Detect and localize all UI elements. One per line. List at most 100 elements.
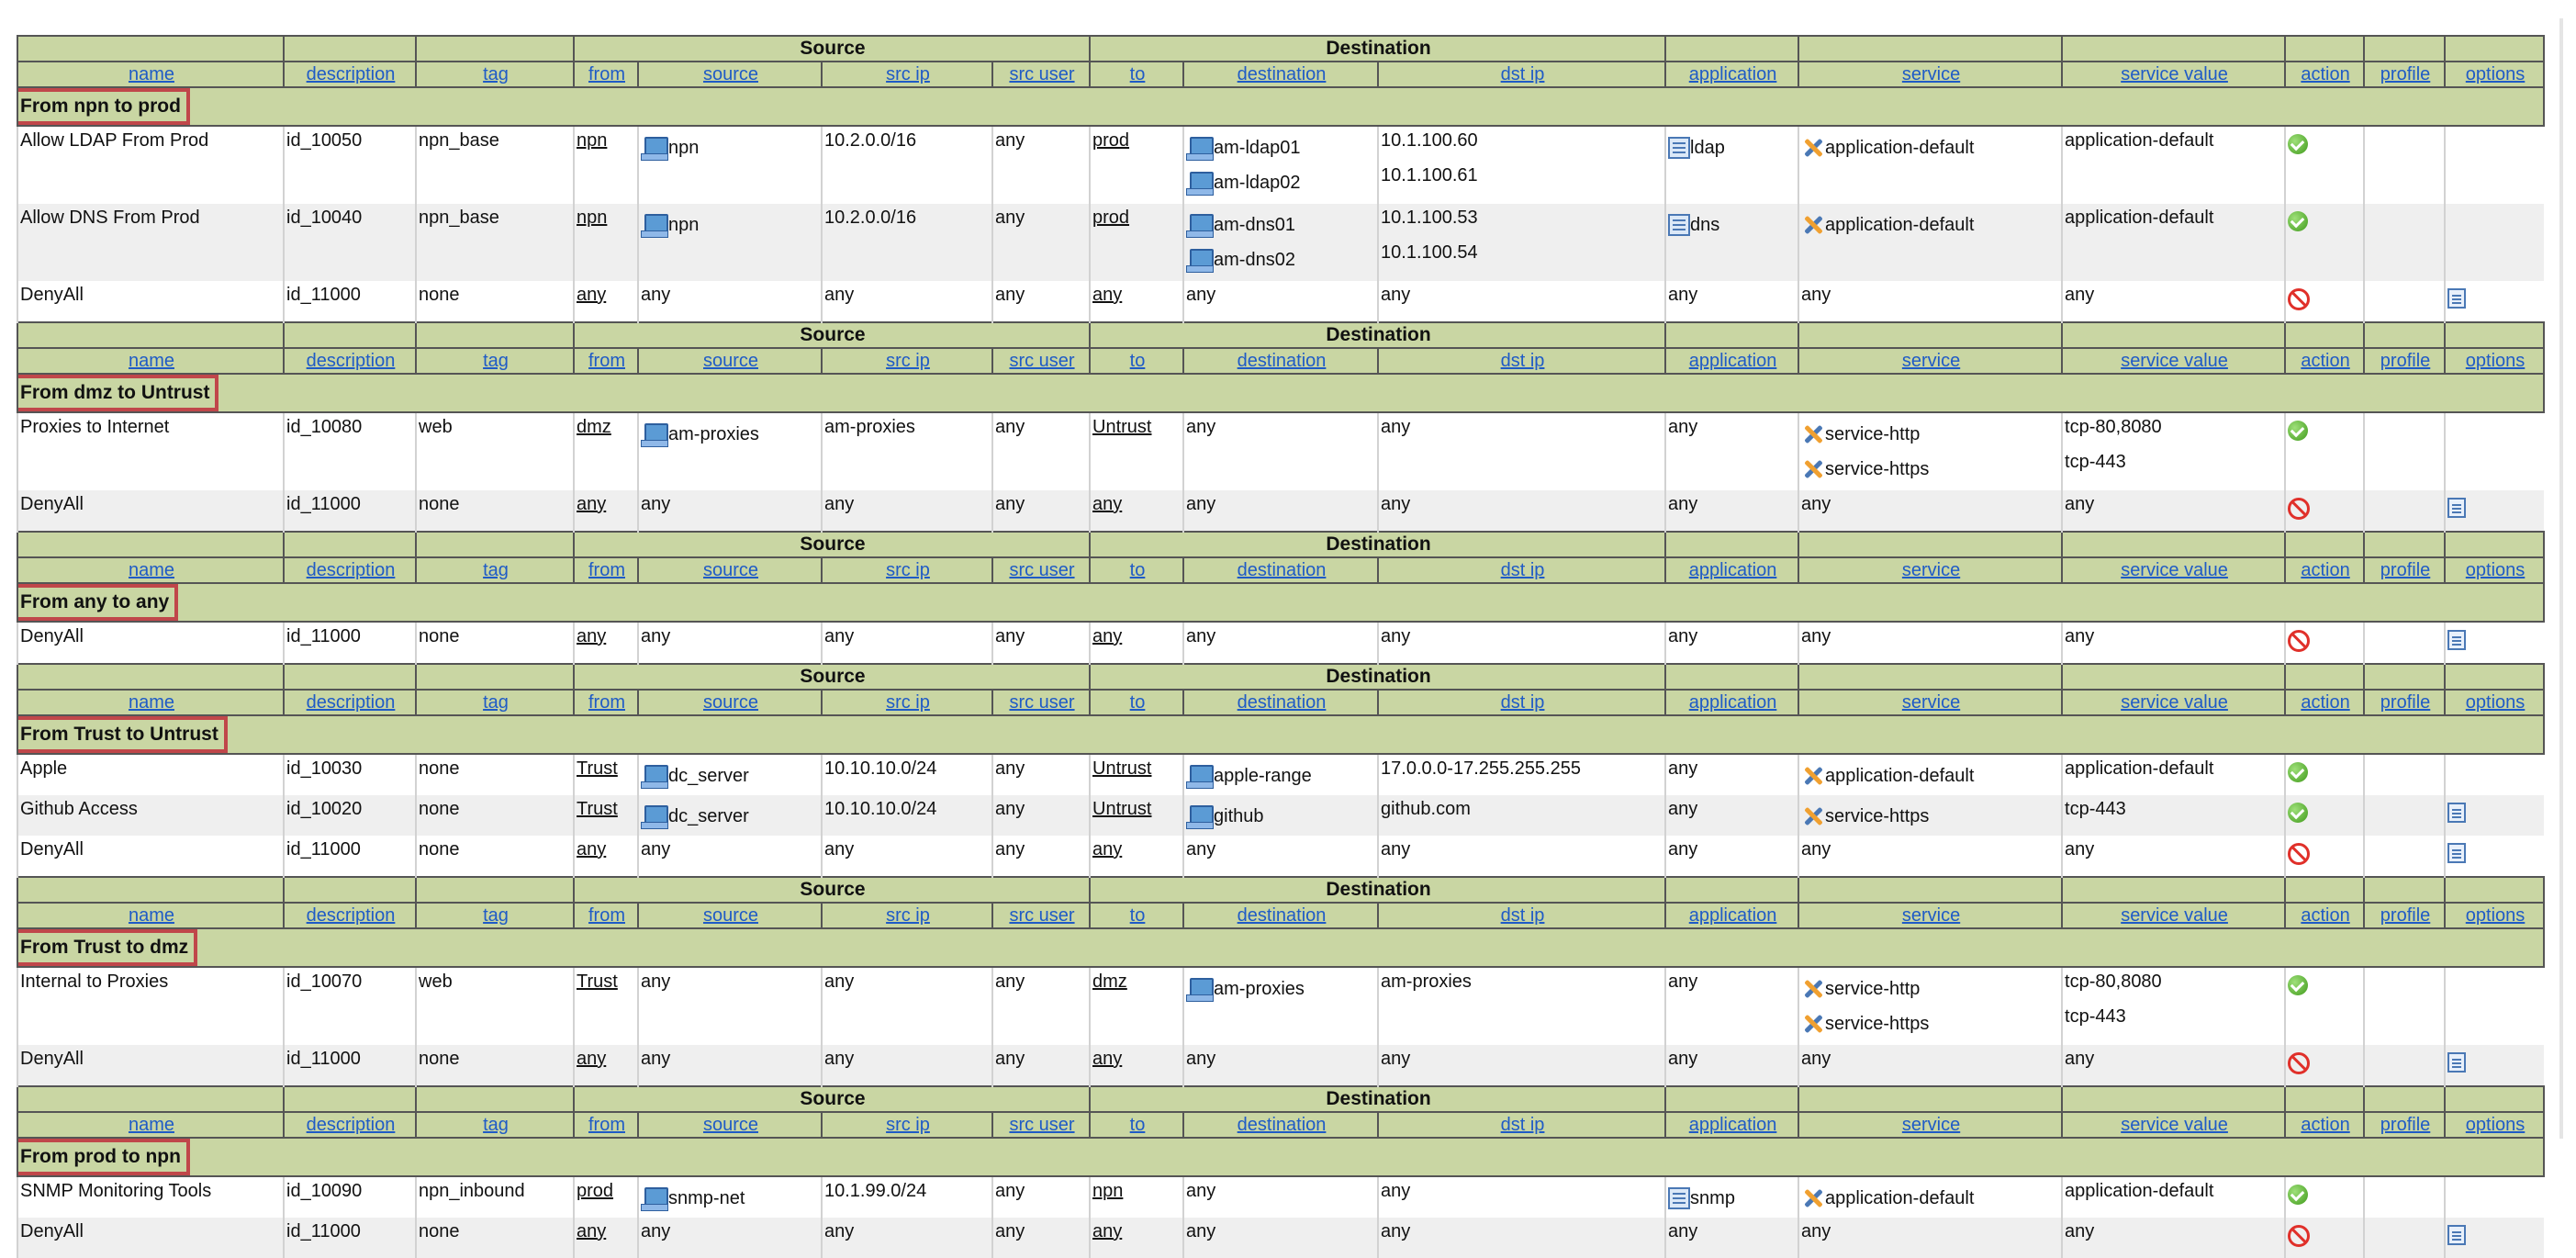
- sort-link-name[interactable]: name: [128, 63, 175, 84]
- rule-name[interactable]: Internal to Proxies: [17, 967, 284, 1045]
- sort-link-application[interactable]: application: [1688, 691, 1777, 713]
- sort-link-src-ip[interactable]: src ip: [886, 559, 930, 580]
- sort-link-options[interactable]: options: [2465, 559, 2526, 580]
- sort-link-from[interactable]: from: [588, 63, 625, 84]
- rule-options[interactable]: [2444, 795, 2545, 836]
- sort-link-dst-ip[interactable]: dst ip: [1500, 1114, 1545, 1135]
- rule-options[interactable]: [2444, 490, 2545, 532]
- sort-link-tag[interactable]: tag: [483, 1114, 509, 1135]
- sort-link-dst-ip[interactable]: dst ip: [1500, 63, 1545, 84]
- rule-to-zone[interactable]: any: [1089, 1045, 1184, 1086]
- rule-row[interactable]: DenyAll id_11000 none any any any any any any any…: [17, 1218, 2545, 1258]
- rule-name[interactable]: DenyAll: [17, 1045, 284, 1086]
- sort-link-src-ip[interactable]: src ip: [886, 1114, 930, 1135]
- to-zone-link[interactable]: npn: [1092, 1181, 1124, 1201]
- sort-link-from[interactable]: from: [588, 904, 625, 926]
- sort-link-src-user[interactable]: src user: [1009, 350, 1075, 371]
- sort-link-application[interactable]: application: [1688, 559, 1777, 580]
- from-zone-link[interactable]: any: [577, 494, 607, 514]
- from-zone-link[interactable]: Trust: [577, 799, 618, 819]
- from-zone-link[interactable]: any: [577, 839, 607, 859]
- rule-row[interactable]: DenyAll id_11000 none any any any any any any any…: [17, 836, 2545, 877]
- rule-options[interactable]: [2444, 1176, 2545, 1218]
- rule-from-zone[interactable]: npn: [573, 126, 638, 204]
- rule-to-zone[interactable]: any: [1089, 622, 1184, 664]
- sort-link-profile[interactable]: profile: [2380, 1114, 2431, 1135]
- sort-link-profile[interactable]: profile: [2380, 350, 2431, 371]
- options-document-icon[interactable]: [2447, 498, 2467, 518]
- sort-link-src-ip[interactable]: src ip: [886, 63, 930, 84]
- sort-link-name[interactable]: name: [128, 904, 175, 926]
- sort-link-from[interactable]: from: [588, 559, 625, 580]
- sort-link-name[interactable]: name: [128, 691, 175, 713]
- options-document-icon[interactable]: [2447, 630, 2467, 650]
- sort-link-src-user[interactable]: src user: [1009, 559, 1075, 580]
- rule-from-zone[interactable]: Trust: [573, 754, 638, 795]
- sort-link-from[interactable]: from: [588, 691, 625, 713]
- to-zone-link[interactable]: dmz: [1092, 972, 1127, 992]
- rule-to-zone[interactable]: npn: [1089, 1176, 1184, 1218]
- sort-link-action[interactable]: action: [2301, 559, 2350, 580]
- rule-row[interactable]: DenyAll id_11000 none any any any any any any any…: [17, 1045, 2545, 1086]
- rule-row[interactable]: DenyAll id_11000 none any any any any any any any…: [17, 622, 2545, 664]
- rule-to-zone[interactable]: prod: [1089, 204, 1184, 281]
- sort-link-service[interactable]: service: [1901, 559, 1961, 580]
- to-zone-link[interactable]: any: [1092, 839, 1123, 859]
- sort-link-profile[interactable]: profile: [2380, 691, 2431, 713]
- rule-from-zone[interactable]: Trust: [573, 795, 638, 836]
- to-zone-link[interactable]: any: [1092, 626, 1123, 646]
- rule-name[interactable]: Allow DNS From Prod: [17, 204, 284, 281]
- rule-name[interactable]: DenyAll: [17, 622, 284, 664]
- to-zone-link[interactable]: any: [1092, 1049, 1123, 1069]
- sort-link-source[interactable]: source: [702, 63, 759, 84]
- rule-from-zone[interactable]: any: [573, 622, 638, 664]
- rule-row[interactable]: Allow LDAP From Prod id_10050 npn_base npn n…: [17, 126, 2545, 204]
- options-document-icon[interactable]: [2447, 288, 2467, 309]
- from-zone-link[interactable]: any: [577, 285, 607, 305]
- rule-name[interactable]: DenyAll: [17, 1218, 284, 1258]
- sort-link-to[interactable]: to: [1129, 691, 1146, 713]
- sort-link-description[interactable]: description: [306, 559, 396, 580]
- sort-link-service[interactable]: service: [1901, 691, 1961, 713]
- sort-link-src-ip[interactable]: src ip: [886, 904, 930, 926]
- sort-link-source[interactable]: source: [702, 1114, 759, 1135]
- sort-link-service[interactable]: service: [1901, 350, 1961, 371]
- sort-link-profile[interactable]: profile: [2380, 904, 2431, 926]
- sort-link-options[interactable]: options: [2465, 350, 2526, 371]
- to-zone-link[interactable]: any: [1092, 494, 1123, 514]
- options-document-icon[interactable]: [2447, 803, 2467, 823]
- from-zone-link[interactable]: npn: [577, 208, 608, 228]
- to-zone-link[interactable]: any: [1092, 1221, 1123, 1241]
- sort-link-src-ip[interactable]: src ip: [886, 350, 930, 371]
- rule-from-zone[interactable]: Trust: [573, 967, 638, 1045]
- sort-link-source[interactable]: source: [702, 350, 759, 371]
- sort-link-name[interactable]: name: [128, 350, 175, 371]
- rule-row[interactable]: Allow DNS From Prod id_10040 npn_base npn np…: [17, 204, 2545, 281]
- sort-link-action[interactable]: action: [2301, 350, 2350, 371]
- sort-link-tag[interactable]: tag: [483, 559, 509, 580]
- sort-link-source[interactable]: source: [702, 559, 759, 580]
- rule-options[interactable]: [2444, 1218, 2545, 1258]
- rule-from-zone[interactable]: any: [573, 836, 638, 877]
- sort-link-service-value[interactable]: service value: [2121, 63, 2228, 84]
- rule-to-zone[interactable]: any: [1089, 836, 1184, 877]
- sort-link-options[interactable]: options: [2465, 63, 2526, 84]
- from-zone-link[interactable]: any: [577, 626, 607, 646]
- sort-link-from[interactable]: from: [588, 1114, 625, 1135]
- sort-link-destination[interactable]: destination: [1237, 691, 1327, 713]
- to-zone-link[interactable]: prod: [1092, 130, 1130, 151]
- rule-from-zone[interactable]: npn: [573, 204, 638, 281]
- from-zone-link[interactable]: any: [577, 1221, 607, 1241]
- rule-from-zone[interactable]: any: [573, 490, 638, 532]
- sort-link-application[interactable]: application: [1688, 63, 1777, 84]
- sort-link-action[interactable]: action: [2301, 904, 2350, 926]
- options-document-icon[interactable]: [2447, 843, 2467, 863]
- rule-options[interactable]: [2444, 622, 2545, 664]
- rule-to-zone[interactable]: any: [1089, 490, 1184, 532]
- rule-options[interactable]: [2444, 1045, 2545, 1086]
- sort-link-to[interactable]: to: [1129, 63, 1146, 84]
- rule-to-zone[interactable]: Untrust: [1089, 754, 1184, 795]
- from-zone-link[interactable]: Trust: [577, 972, 618, 992]
- options-document-icon[interactable]: [2447, 1052, 2467, 1073]
- rule-to-zone[interactable]: any: [1089, 1218, 1184, 1258]
